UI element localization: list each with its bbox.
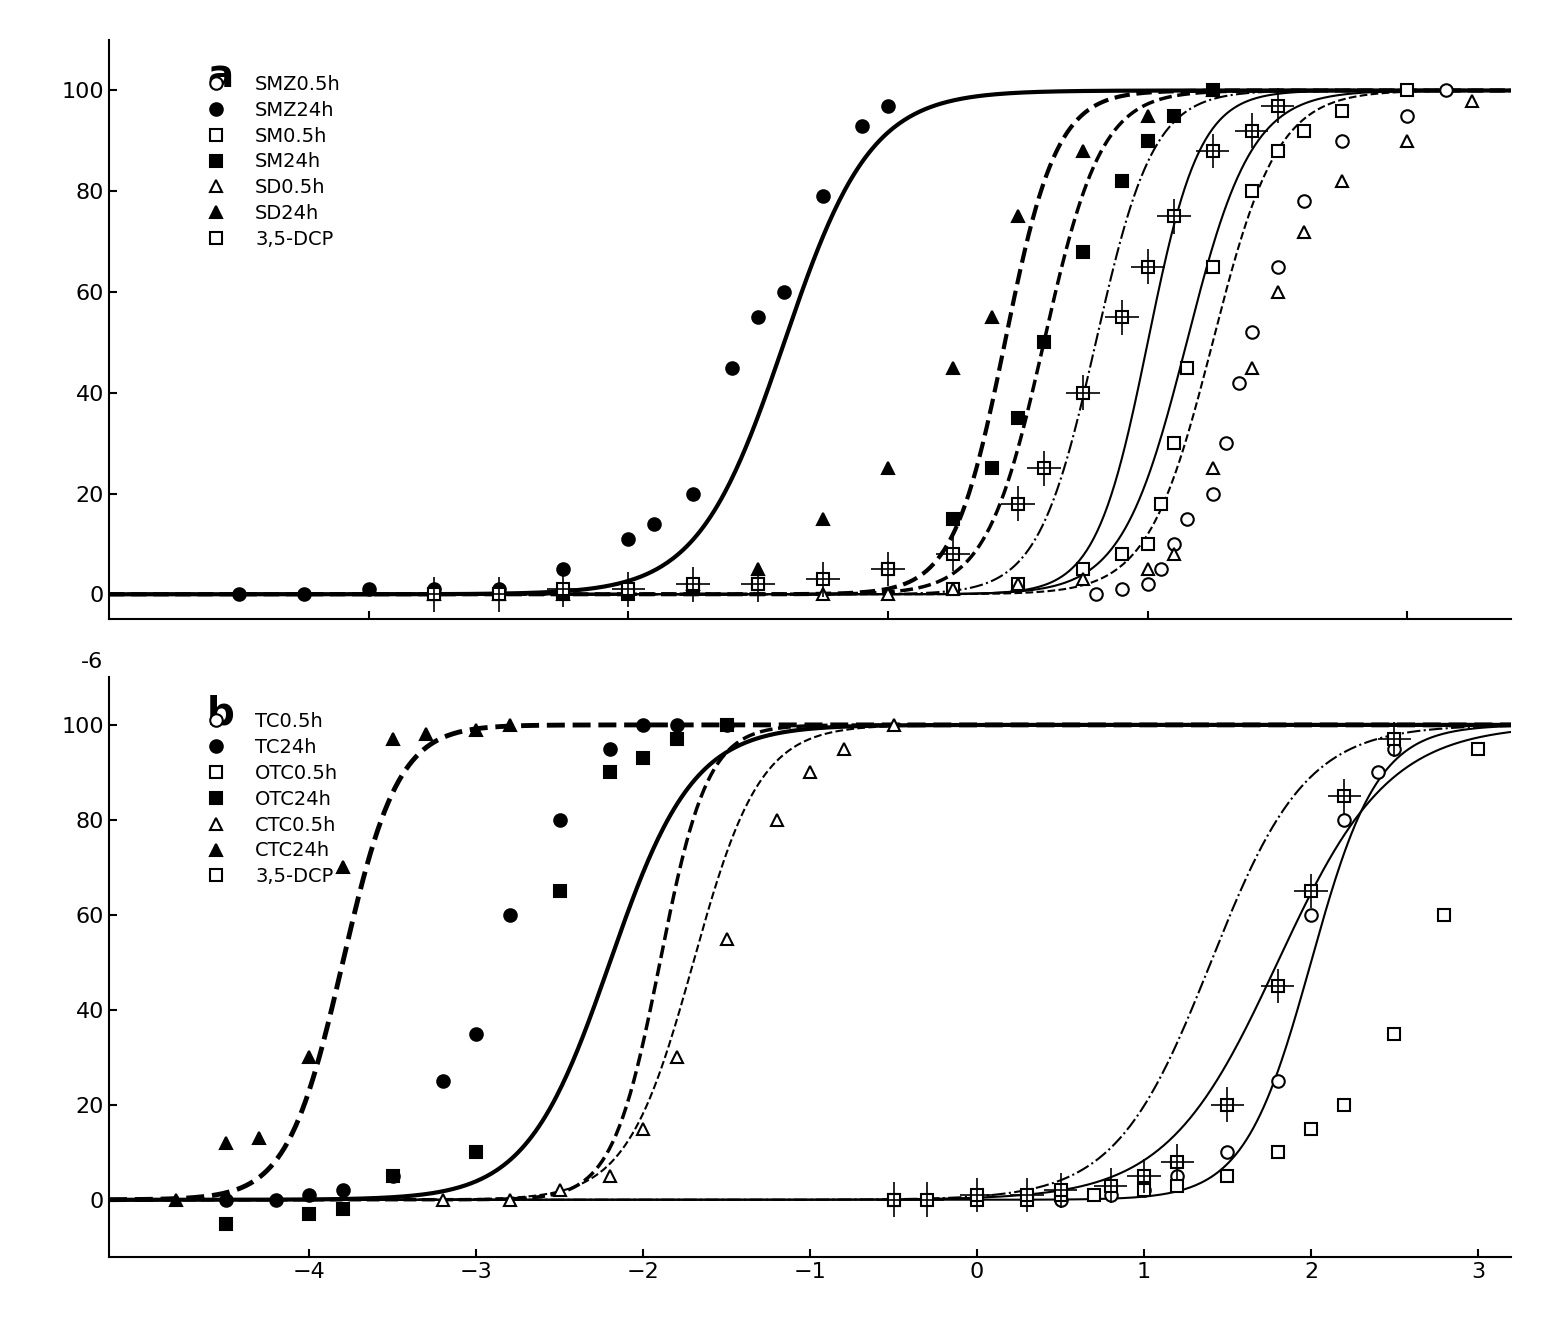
Text: -6: -6 xyxy=(81,652,103,673)
Text: a: a xyxy=(207,57,234,95)
Legend: SMZ0.5h, SMZ24h, SM0.5h, SM24h, SD0.5h, SD24h, 3,5-DCP: SMZ0.5h, SMZ24h, SM0.5h, SM24h, SD0.5h, … xyxy=(189,67,349,257)
Legend: TC0.5h, TC24h, OTC0.5h, OTC24h, CTC0.5h, CTC24h, 3,5-DCP: TC0.5h, TC24h, OTC0.5h, OTC24h, CTC0.5h,… xyxy=(189,705,346,894)
Text: b: b xyxy=(207,695,235,733)
